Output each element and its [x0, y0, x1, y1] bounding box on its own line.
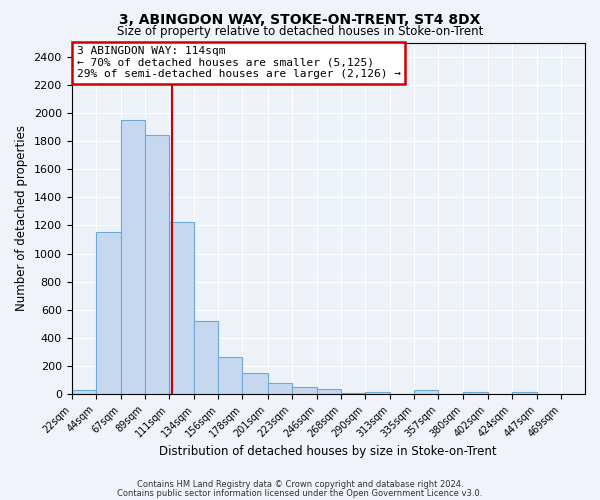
Bar — [145, 134, 169, 394]
Bar — [365, 392, 390, 394]
Y-axis label: Number of detached properties: Number of detached properties — [15, 126, 28, 312]
Bar — [169, 222, 194, 394]
Text: Size of property relative to detached houses in Stoke-on-Trent: Size of property relative to detached ho… — [117, 25, 483, 38]
Bar — [317, 388, 341, 394]
Bar — [242, 373, 268, 394]
Bar — [512, 392, 537, 394]
Text: 3 ABINGDON WAY: 114sqm
← 70% of detached houses are smaller (5,125)
29% of semi-: 3 ABINGDON WAY: 114sqm ← 70% of detached… — [77, 46, 401, 79]
Bar — [95, 232, 121, 394]
Text: 3, ABINGDON WAY, STOKE-ON-TRENT, ST4 8DX: 3, ABINGDON WAY, STOKE-ON-TRENT, ST4 8DX — [119, 12, 481, 26]
X-axis label: Distribution of detached houses by size in Stoke-on-Trent: Distribution of detached houses by size … — [160, 444, 497, 458]
Bar — [292, 386, 317, 394]
Bar — [463, 392, 488, 394]
Bar — [218, 357, 242, 395]
Text: Contains public sector information licensed under the Open Government Licence v3: Contains public sector information licen… — [118, 488, 482, 498]
Bar — [194, 321, 218, 394]
Text: Contains HM Land Registry data © Crown copyright and database right 2024.: Contains HM Land Registry data © Crown c… — [137, 480, 463, 489]
Bar — [341, 393, 365, 394]
Bar — [414, 390, 438, 394]
Bar — [121, 120, 145, 394]
Bar — [71, 390, 95, 394]
Bar — [268, 383, 292, 394]
